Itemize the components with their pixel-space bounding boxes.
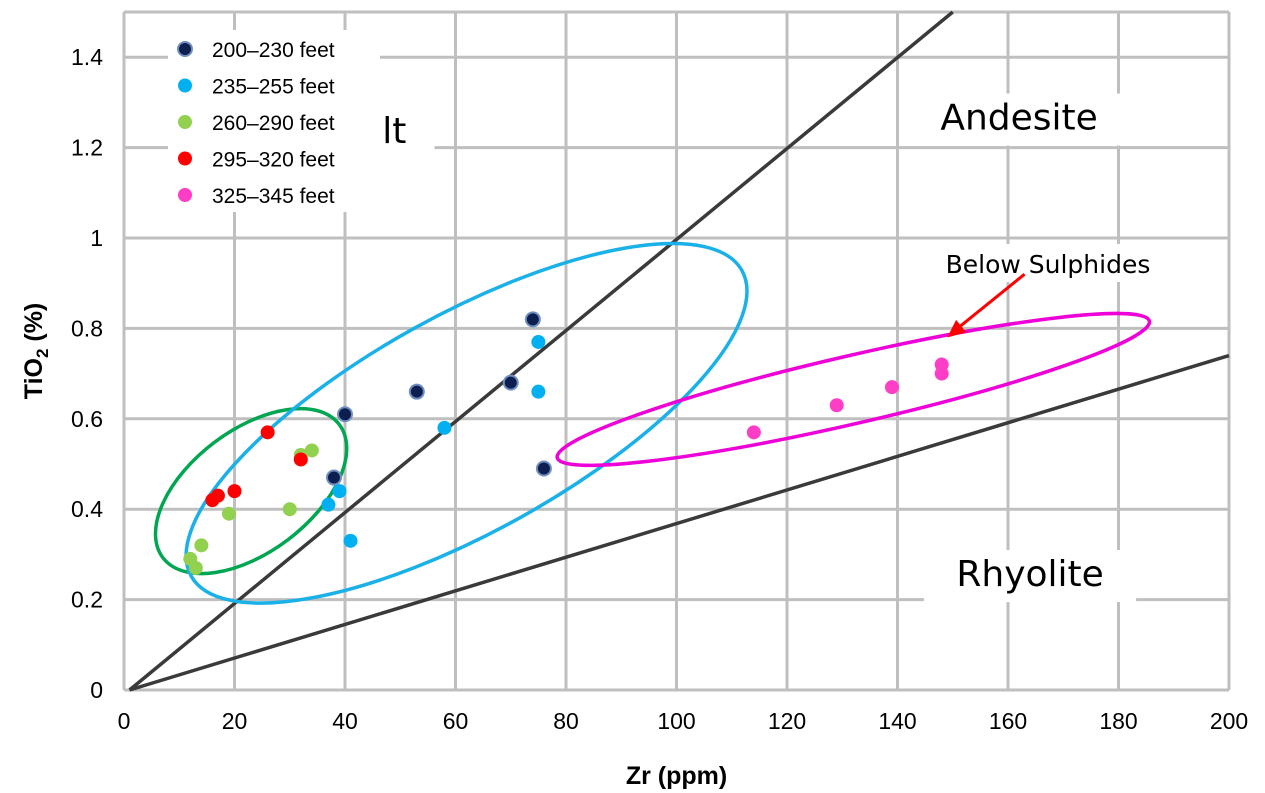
below-sulphides-annotation: Below Sulphides	[918, 244, 1180, 338]
point-series2-1	[321, 497, 336, 512]
region-bg-andesite	[913, 93, 1126, 146]
y-tick-0.2: 0.2	[71, 587, 103, 613]
x-tick-80: 80	[553, 708, 579, 734]
point-series4-5	[293, 452, 308, 467]
point-series3-3	[194, 538, 209, 553]
y-tick-1: 1	[90, 225, 103, 251]
legend-marker-4	[178, 151, 192, 166]
point-series3-7	[304, 443, 319, 458]
x-tick-140: 140	[878, 708, 916, 734]
point-series5-3	[884, 380, 899, 395]
point-series4-4	[260, 425, 275, 440]
point-series1-5	[535, 460, 552, 477]
point-series3-5	[282, 502, 297, 517]
legend-label-2: 235–255 feet	[212, 76, 335, 99]
point-series4-2	[210, 488, 225, 503]
point-series2-3	[343, 533, 358, 548]
annotation-arrow-shaft	[955, 272, 1026, 331]
plot-frame	[122, 10, 1231, 692]
x-tick-120: 120	[768, 708, 806, 734]
legend-marker-1	[177, 41, 193, 57]
boundary-lines	[128, 10, 1230, 692]
x-axis-title: Zr (ppm)	[626, 762, 727, 790]
group-ellipses	[153, 241, 1152, 605]
y-tick-0.4: 0.4	[71, 496, 103, 522]
point-series2-5	[531, 334, 546, 349]
group-325-345-ellipse	[555, 311, 1152, 468]
legend-marker-3	[178, 115, 192, 129]
andesite-rhyolite-boundary	[129, 353, 1230, 692]
x-tick-180: 180	[1099, 708, 1137, 734]
y-tick-1.2: 1.2	[71, 135, 103, 161]
basalt-andesite-boundary	[128, 10, 954, 692]
point-series5-1	[746, 425, 761, 440]
point-series1-1	[337, 406, 353, 423]
x-axis-ticks: 0 20 40 60 80 100 120 140 160 180 200	[118, 708, 1249, 734]
region-labels: BasaltAndesiteRhyolite	[266, 93, 1137, 603]
legend-label-1: 200–230 feet	[212, 39, 335, 62]
y-tick-0: 0	[90, 677, 103, 703]
legend-label-4: 295–320 feet	[212, 149, 335, 172]
region-label-andesite: Andesite	[940, 98, 1097, 139]
y-tick-1.4: 1.4	[71, 44, 103, 70]
point-series3-4	[221, 506, 236, 521]
point-series1-6	[325, 469, 342, 486]
y-axis-ticks: 0 0.2 0.4 0.6 0.8 1 1.2 1.4	[71, 44, 103, 703]
legend-label-5: 325–345 feet	[212, 185, 335, 208]
point-series1-4	[524, 311, 541, 328]
data-points	[183, 311, 949, 575]
x-tick-160: 160	[989, 708, 1027, 734]
y-tick-0.8: 0.8	[71, 315, 103, 341]
point-series5-2	[829, 398, 844, 413]
point-series1-2	[408, 383, 425, 400]
group-200-255-ellipse	[184, 241, 749, 605]
annotation-bg	[918, 244, 1180, 282]
x-tick-20: 20	[222, 708, 248, 734]
region-bg-rhyolite	[924, 550, 1137, 603]
annotation-arrow-head	[947, 319, 967, 338]
y-axis-title: TiO2 (%)	[20, 303, 52, 400]
point-series2-2	[332, 484, 347, 499]
legend-label-3: 260–290 feet	[212, 112, 335, 135]
point-series2-6	[531, 384, 546, 399]
point-series2-4	[437, 420, 452, 435]
x-tick-40: 40	[332, 708, 358, 734]
x-tick-100: 100	[657, 708, 695, 734]
y-tick-0.6: 0.6	[71, 406, 103, 432]
annotation-text: Below Sulphides	[946, 250, 1151, 279]
region-label-rhyolite: Rhyolite	[956, 554, 1103, 595]
legend-bg	[168, 30, 380, 212]
point-series3-2	[188, 560, 203, 575]
legend-marker-2	[178, 78, 192, 93]
point-series4-3	[227, 484, 242, 499]
x-tick-60: 60	[443, 708, 469, 734]
x-tick-200: 200	[1210, 708, 1248, 734]
point-series5-5	[934, 357, 949, 372]
point-series1-3	[502, 374, 519, 391]
x-tick-0: 0	[118, 708, 131, 734]
group-260-320-ellipse	[153, 406, 349, 576]
legend: 200–230 feet 235–255 feet 260–290 feet 295–…	[168, 30, 380, 212]
legend-marker-5	[178, 188, 192, 202]
